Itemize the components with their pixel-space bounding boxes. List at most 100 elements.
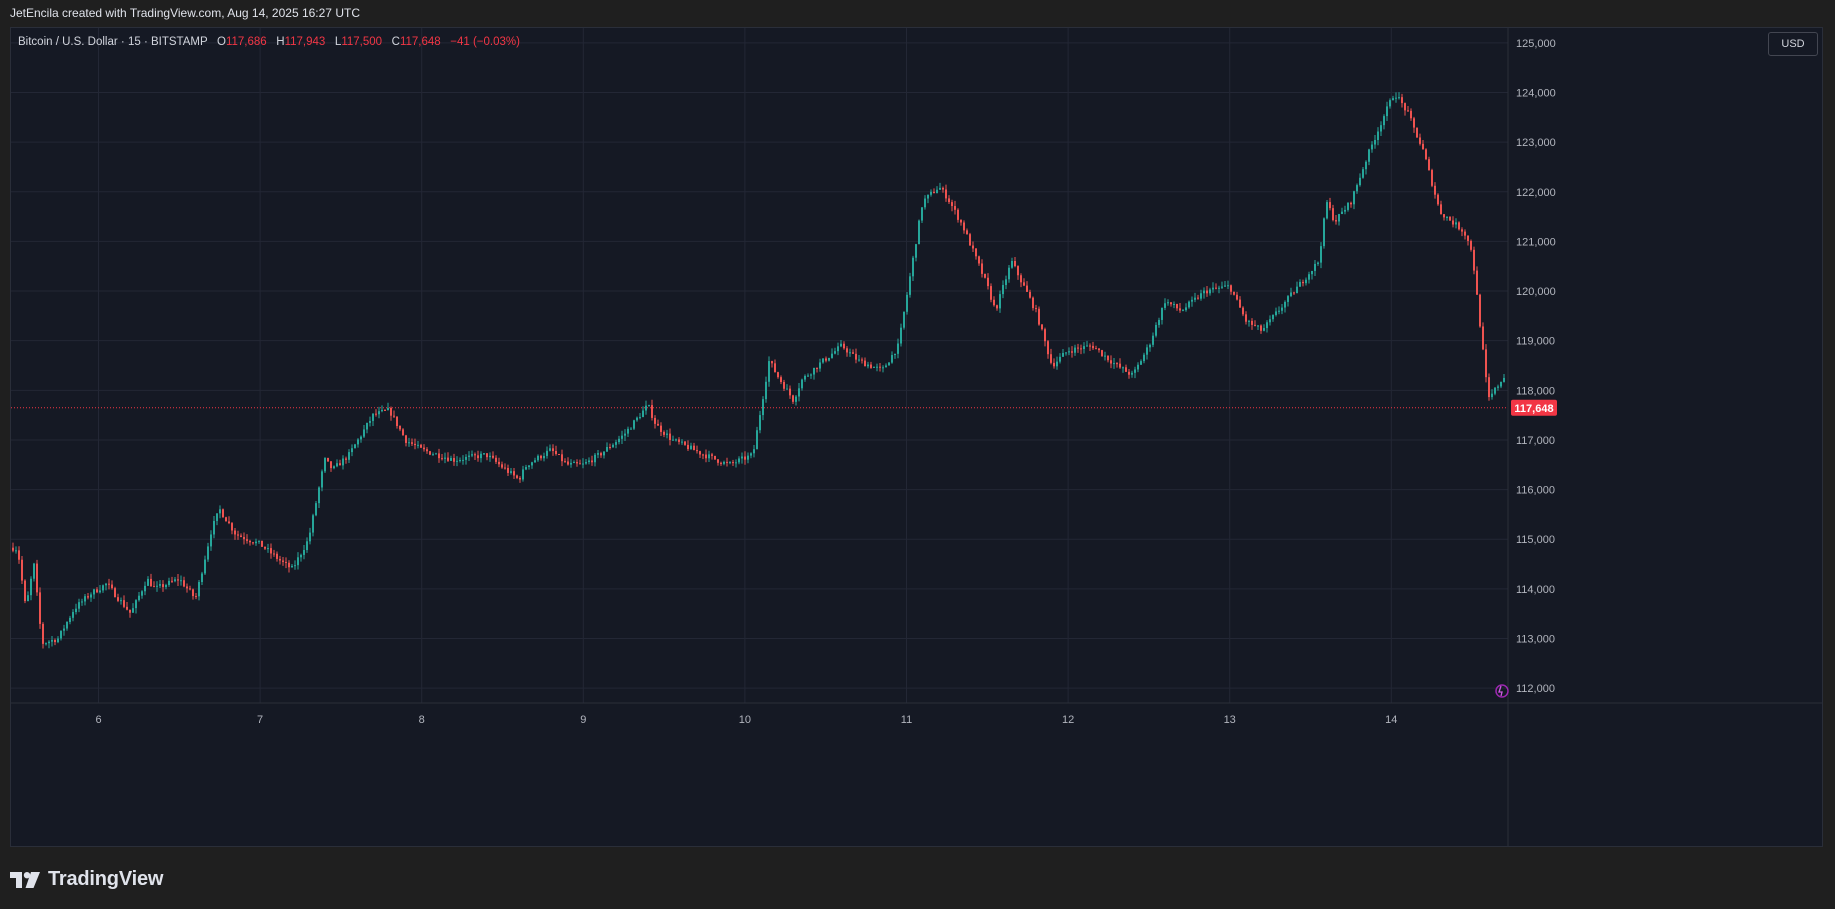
- candle-body: [420, 444, 422, 448]
- candle-body: [738, 458, 740, 463]
- candle-body: [27, 595, 29, 602]
- candle-body: [102, 585, 104, 591]
- candle-body: [660, 425, 662, 432]
- candle-body: [1284, 301, 1286, 308]
- candle-body: [786, 388, 788, 390]
- candle-body: [1380, 125, 1382, 132]
- candle-body: [1269, 319, 1271, 323]
- price-chart[interactable]: 112,000 113,000 114,000 115,000 116,000 117,0…: [11, 28, 1822, 846]
- candle-body: [441, 458, 443, 460]
- candle-body: [33, 563, 35, 579]
- candle-body: [159, 584, 161, 586]
- candle-body: [324, 457, 326, 472]
- candle-body: [819, 362, 821, 369]
- candle-body: [984, 273, 986, 278]
- symbol-name[interactable]: Bitcoin / U.S. Dollar: [18, 36, 118, 48]
- candle-body: [702, 454, 704, 456]
- close-value: 117,648: [399, 36, 441, 48]
- candle-body: [915, 244, 917, 258]
- candle-body: [426, 449, 428, 452]
- candle-body: [156, 585, 158, 587]
- candle-body: [1290, 292, 1292, 297]
- candle-body: [399, 426, 401, 430]
- candle-body: [669, 433, 671, 440]
- candle-body: [1083, 346, 1085, 350]
- candle-body: [117, 597, 119, 601]
- candle-body: [834, 351, 836, 354]
- candle-body: [1002, 285, 1004, 295]
- high-label: H: [276, 36, 285, 48]
- candle-body: [1152, 335, 1154, 345]
- candle-body: [429, 451, 431, 455]
- candle-body: [1302, 281, 1304, 284]
- candle-body: [1191, 299, 1193, 302]
- change-value: −41 (−0.03%): [450, 36, 520, 48]
- candle-body: [489, 455, 491, 458]
- candle-body: [1206, 290, 1208, 294]
- candle-body: [1167, 302, 1169, 304]
- candle-body: [180, 580, 182, 582]
- chart-pane[interactable]: 112,000 113,000 114,000 115,000 116,000 117,0…: [10, 27, 1823, 847]
- price-tick-label: 112,000: [1516, 683, 1555, 695]
- candle-body: [1323, 218, 1325, 247]
- candle-body: [768, 361, 770, 382]
- candle-body: [693, 445, 695, 451]
- currency-button[interactable]: USD: [1768, 32, 1818, 56]
- lightning-icon[interactable]: [1495, 684, 1509, 698]
- candle-body: [87, 596, 89, 598]
- candle-body: [573, 462, 575, 464]
- candle-body: [135, 600, 137, 609]
- candle-body: [594, 454, 596, 463]
- candle-body: [1218, 287, 1220, 289]
- candle-body: [1278, 310, 1280, 312]
- candle-body: [948, 198, 950, 203]
- symbol-interval[interactable]: 15: [127, 36, 141, 48]
- candle-body: [1215, 287, 1217, 289]
- candle-body: [1227, 285, 1229, 287]
- candle-body: [504, 467, 506, 469]
- candle-body: [1413, 118, 1415, 128]
- candle-body: [558, 454, 560, 456]
- candle-body: [879, 366, 881, 368]
- symbol-exchange[interactable]: BITSTAMP: [150, 36, 208, 48]
- candle-body: [1452, 220, 1454, 225]
- candle-body: [546, 450, 548, 456]
- candle-body: [1476, 270, 1478, 295]
- candle-body: [1080, 348, 1082, 350]
- candle-body: [1194, 297, 1196, 300]
- candle-body: [1335, 220, 1337, 222]
- candle-body: [318, 487, 320, 504]
- candle-body: [831, 353, 833, 358]
- candle-body: [741, 456, 743, 459]
- candle-body: [924, 198, 926, 208]
- symbol-legend[interactable]: Bitcoin / U.S. Dollar · 15 · BITSTAMP O1…: [18, 36, 520, 48]
- candle-body: [1041, 324, 1043, 330]
- candle-body: [510, 471, 512, 473]
- candle-body: [1497, 386, 1499, 388]
- candle-body: [1011, 261, 1013, 268]
- candle-body: [246, 539, 248, 541]
- candle-body: [855, 353, 857, 360]
- candle-body: [801, 379, 803, 389]
- candle-body: [672, 439, 674, 441]
- candle-body: [153, 586, 155, 588]
- candle-body: [183, 580, 185, 587]
- candle-body: [1065, 352, 1067, 354]
- candle-body: [780, 377, 782, 383]
- candle-body: [225, 517, 227, 522]
- candle-body: [960, 219, 962, 223]
- candle-body: [825, 358, 827, 361]
- price-tick-label: 123,000: [1516, 137, 1556, 149]
- candle-body: [1176, 304, 1178, 309]
- tradingview-logo[interactable]: TradingView: [10, 868, 163, 891]
- candle-body: [375, 413, 377, 415]
- candle-body: [1407, 110, 1409, 112]
- time-tick-label: 9: [580, 714, 586, 726]
- candle-body: [78, 602, 80, 609]
- candle-body: [1089, 345, 1091, 347]
- candle-body: [804, 375, 806, 380]
- candle-body: [648, 405, 650, 407]
- candle-body: [309, 532, 311, 542]
- price-tick-label: 119,000: [1516, 336, 1555, 348]
- candle-body: [480, 453, 482, 459]
